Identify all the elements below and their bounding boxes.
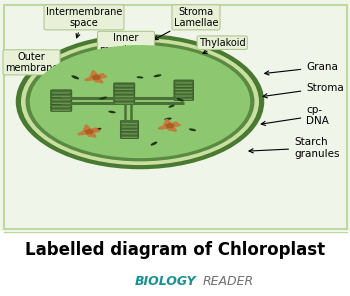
Ellipse shape [99, 96, 107, 100]
FancyBboxPatch shape [175, 99, 192, 100]
FancyBboxPatch shape [122, 123, 137, 124]
Polygon shape [78, 125, 100, 137]
FancyBboxPatch shape [175, 82, 192, 83]
FancyBboxPatch shape [51, 104, 72, 108]
FancyBboxPatch shape [175, 96, 192, 97]
Text: Inner
membrane: Inner membrane [99, 33, 153, 57]
Polygon shape [159, 119, 180, 131]
FancyBboxPatch shape [114, 90, 135, 94]
FancyBboxPatch shape [52, 110, 70, 111]
FancyBboxPatch shape [122, 126, 137, 128]
FancyBboxPatch shape [174, 83, 194, 87]
Text: Stroma
Lamellae: Stroma Lamellae [154, 7, 218, 40]
FancyBboxPatch shape [114, 86, 135, 91]
FancyBboxPatch shape [114, 97, 135, 101]
FancyBboxPatch shape [52, 92, 70, 94]
Ellipse shape [26, 42, 254, 161]
Polygon shape [85, 71, 107, 83]
Text: Outer
membrane: Outer membrane [5, 52, 58, 73]
Text: Starch
granules: Starch granules [249, 137, 340, 159]
Polygon shape [166, 123, 174, 128]
FancyBboxPatch shape [115, 86, 133, 87]
FancyBboxPatch shape [114, 83, 135, 87]
FancyBboxPatch shape [120, 134, 139, 139]
FancyBboxPatch shape [115, 92, 133, 94]
FancyBboxPatch shape [51, 100, 72, 104]
FancyBboxPatch shape [120, 120, 139, 125]
FancyBboxPatch shape [115, 99, 133, 100]
Text: Intermembrane
space: Intermembrane space [46, 7, 122, 38]
FancyBboxPatch shape [52, 99, 70, 100]
FancyBboxPatch shape [115, 89, 133, 90]
FancyBboxPatch shape [122, 137, 137, 138]
Polygon shape [92, 75, 100, 79]
Ellipse shape [94, 128, 101, 131]
Ellipse shape [150, 141, 158, 146]
FancyBboxPatch shape [52, 96, 70, 97]
Text: Thylakoid: Thylakoid [199, 38, 246, 54]
FancyBboxPatch shape [120, 127, 139, 131]
FancyBboxPatch shape [115, 103, 133, 104]
Ellipse shape [21, 38, 259, 165]
FancyBboxPatch shape [122, 130, 137, 131]
FancyBboxPatch shape [120, 124, 139, 128]
Text: Labelled diagram of Chloroplast: Labelled diagram of Chloroplast [25, 242, 325, 259]
FancyBboxPatch shape [174, 80, 194, 84]
Ellipse shape [30, 45, 250, 158]
FancyBboxPatch shape [175, 92, 192, 93]
Ellipse shape [164, 118, 172, 120]
FancyBboxPatch shape [52, 103, 70, 104]
FancyBboxPatch shape [174, 86, 194, 91]
FancyBboxPatch shape [174, 90, 194, 94]
Text: READER: READER [203, 275, 254, 288]
Ellipse shape [108, 111, 116, 113]
Ellipse shape [136, 76, 144, 78]
Ellipse shape [154, 74, 161, 77]
FancyBboxPatch shape [51, 90, 72, 94]
Ellipse shape [176, 98, 184, 102]
FancyBboxPatch shape [120, 131, 139, 135]
FancyBboxPatch shape [114, 100, 135, 104]
Ellipse shape [189, 128, 196, 131]
Text: cp-
DNA: cp- DNA [261, 105, 329, 126]
FancyBboxPatch shape [174, 93, 194, 97]
FancyBboxPatch shape [51, 97, 72, 101]
Ellipse shape [16, 34, 264, 169]
Text: Stroma: Stroma [263, 83, 344, 98]
FancyBboxPatch shape [114, 93, 135, 97]
FancyBboxPatch shape [51, 107, 72, 111]
Ellipse shape [71, 75, 79, 79]
Polygon shape [85, 129, 93, 133]
FancyBboxPatch shape [52, 106, 70, 107]
Text: Grana: Grana [265, 62, 338, 75]
FancyBboxPatch shape [174, 96, 194, 100]
Text: BIOLOGY: BIOLOGY [134, 275, 196, 288]
FancyBboxPatch shape [115, 96, 133, 97]
Ellipse shape [168, 105, 175, 108]
FancyBboxPatch shape [122, 133, 137, 135]
FancyBboxPatch shape [175, 89, 192, 90]
FancyBboxPatch shape [51, 93, 72, 97]
FancyBboxPatch shape [175, 86, 192, 87]
